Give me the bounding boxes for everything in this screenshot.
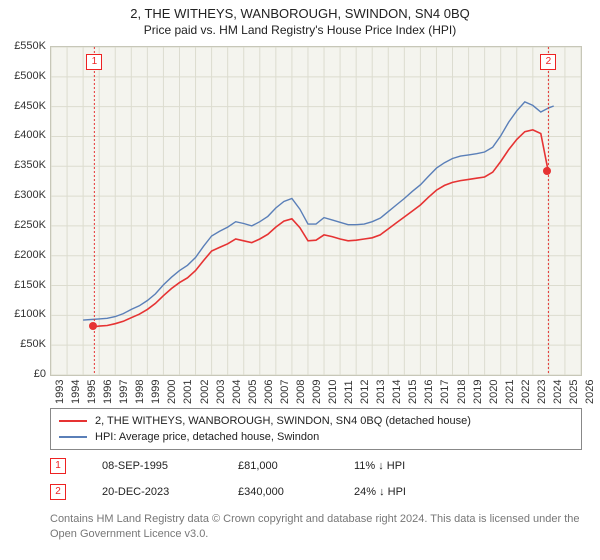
- x-tick-label: 2007: [279, 380, 291, 404]
- x-tick-label: 1997: [118, 380, 130, 404]
- y-tick-label: £450K: [14, 100, 46, 112]
- y-tick-label: £350K: [14, 159, 46, 171]
- x-tick-label: 2014: [391, 380, 403, 404]
- x-tick-label: 2011: [343, 380, 355, 404]
- legend-label-1: 2, THE WITHEYS, WANBOROUGH, SWINDON, SN4…: [95, 415, 471, 427]
- legend-item-2: HPI: Average price, detached house, Swin…: [59, 429, 573, 445]
- y-tick-label: £150K: [14, 279, 46, 291]
- sale-marker-2: 2: [540, 54, 556, 70]
- sale-dot-1: [89, 322, 97, 330]
- x-tick-label: 2024: [552, 380, 564, 404]
- sale-marker-1: 1: [86, 54, 102, 70]
- y-tick-label: £0: [34, 368, 46, 380]
- x-tick-label: 2026: [584, 380, 596, 404]
- transaction-row-1: 1 08-SEP-1995 £81,000 11% ↓ HPI: [50, 458, 582, 474]
- x-tick-label: 2017: [439, 380, 451, 404]
- x-tick-label: 2006: [263, 380, 275, 404]
- transaction-price-1: £81,000: [238, 460, 318, 472]
- y-tick-label: £200K: [14, 249, 46, 261]
- plot-svg: [51, 47, 581, 375]
- chart-title: 2, THE WITHEYS, WANBOROUGH, SWINDON, SN4…: [0, 6, 600, 21]
- x-tick-label: 2004: [231, 380, 243, 404]
- x-tick-label: 2016: [423, 380, 435, 404]
- x-tick-label: 2018: [456, 380, 468, 404]
- x-tick-label: 1999: [150, 380, 162, 404]
- chart-container: 2, THE WITHEYS, WANBOROUGH, SWINDON, SN4…: [0, 0, 600, 560]
- x-tick-label: 2021: [504, 380, 516, 404]
- transaction-date-1: 08-SEP-1995: [102, 460, 202, 472]
- y-tick-label: £300K: [14, 189, 46, 201]
- x-tick-label: 2022: [520, 380, 532, 404]
- transaction-delta-2: 24% ↓ HPI: [354, 486, 406, 498]
- y-tick-label: £50K: [20, 338, 46, 350]
- x-tick-label: 2012: [359, 380, 371, 404]
- x-tick-label: 2020: [488, 380, 500, 404]
- x-tick-label: 2002: [199, 380, 211, 404]
- transaction-date-2: 20-DEC-2023: [102, 486, 202, 498]
- x-tick-label: 2008: [295, 380, 307, 404]
- x-tick-label: 2019: [472, 380, 484, 404]
- x-tick-label: 2000: [166, 380, 178, 404]
- x-tick-label: 1994: [70, 380, 82, 404]
- y-tick-label: £500K: [14, 70, 46, 82]
- chart-subtitle: Price paid vs. HM Land Registry's House …: [0, 23, 600, 37]
- legend: 2, THE WITHEYS, WANBOROUGH, SWINDON, SN4…: [50, 408, 582, 450]
- x-tick-label: 2015: [407, 380, 419, 404]
- legend-item-1: 2, THE WITHEYS, WANBOROUGH, SWINDON, SN4…: [59, 413, 573, 429]
- x-tick-label: 2010: [327, 380, 339, 404]
- transaction-row-2: 2 20-DEC-2023 £340,000 24% ↓ HPI: [50, 484, 582, 500]
- x-tick-label: 1993: [54, 380, 66, 404]
- x-tick-label: 1995: [86, 380, 98, 404]
- y-tick-label: £400K: [14, 129, 46, 141]
- transaction-delta-1: 11% ↓ HPI: [354, 460, 405, 472]
- x-tick-label: 2023: [536, 380, 548, 404]
- y-tick-label: £550K: [14, 40, 46, 52]
- y-tick-label: £250K: [14, 219, 46, 231]
- x-tick-label: 2003: [215, 380, 227, 404]
- x-tick-label: 2013: [375, 380, 387, 404]
- attribution-text: Contains HM Land Registry data © Crown c…: [50, 512, 582, 542]
- transaction-price-2: £340,000: [238, 486, 318, 498]
- legend-label-2: HPI: Average price, detached house, Swin…: [95, 431, 319, 443]
- x-tick-label: 2009: [311, 380, 323, 404]
- x-tick-label: 2025: [568, 380, 580, 404]
- transaction-marker-1: 1: [50, 458, 66, 474]
- x-tick-label: 1996: [102, 380, 114, 404]
- sale-dot-2: [543, 167, 551, 175]
- transaction-marker-2: 2: [50, 484, 66, 500]
- x-tick-label: 1998: [134, 380, 146, 404]
- plot-area: [50, 46, 582, 376]
- x-tick-label: 2005: [247, 380, 259, 404]
- y-tick-label: £100K: [14, 308, 46, 320]
- x-tick-label: 2001: [182, 380, 194, 404]
